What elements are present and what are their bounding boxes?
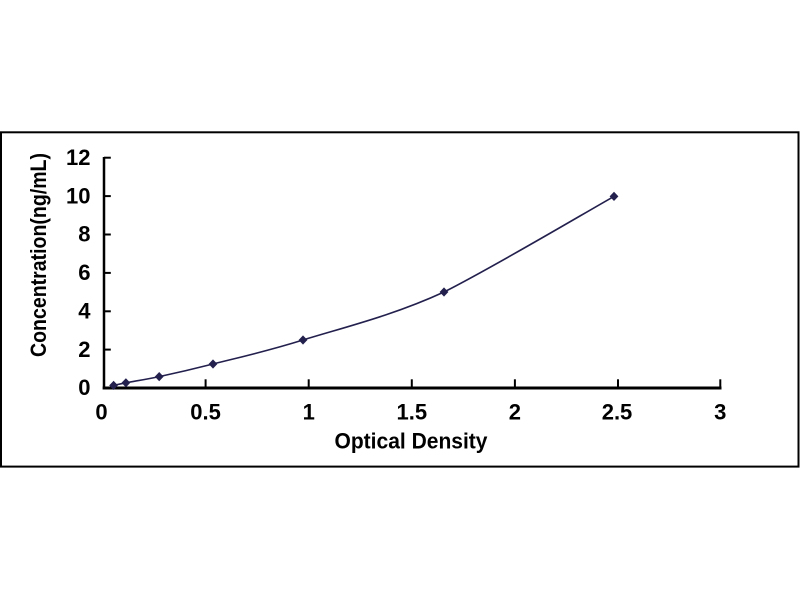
svg-text:0: 0 [95,400,107,425]
svg-text:12: 12 [66,145,90,170]
svg-text:2: 2 [509,400,521,425]
svg-text:4: 4 [78,299,91,324]
svg-text:Concentration(ng/mL): Concentration(ng/mL) [26,153,51,357]
svg-text:10: 10 [66,183,90,208]
svg-text:2.5: 2.5 [602,400,633,425]
svg-text:1.5: 1.5 [397,400,428,425]
svg-text:2: 2 [78,337,90,362]
svg-text:0: 0 [78,375,90,400]
svg-text:3: 3 [714,400,726,425]
svg-text:6: 6 [78,260,90,285]
svg-text:Optical Density: Optical Density [335,428,488,453]
svg-text:1: 1 [303,400,315,425]
svg-text:0.5: 0.5 [190,400,221,425]
svg-text:8: 8 [78,222,90,247]
